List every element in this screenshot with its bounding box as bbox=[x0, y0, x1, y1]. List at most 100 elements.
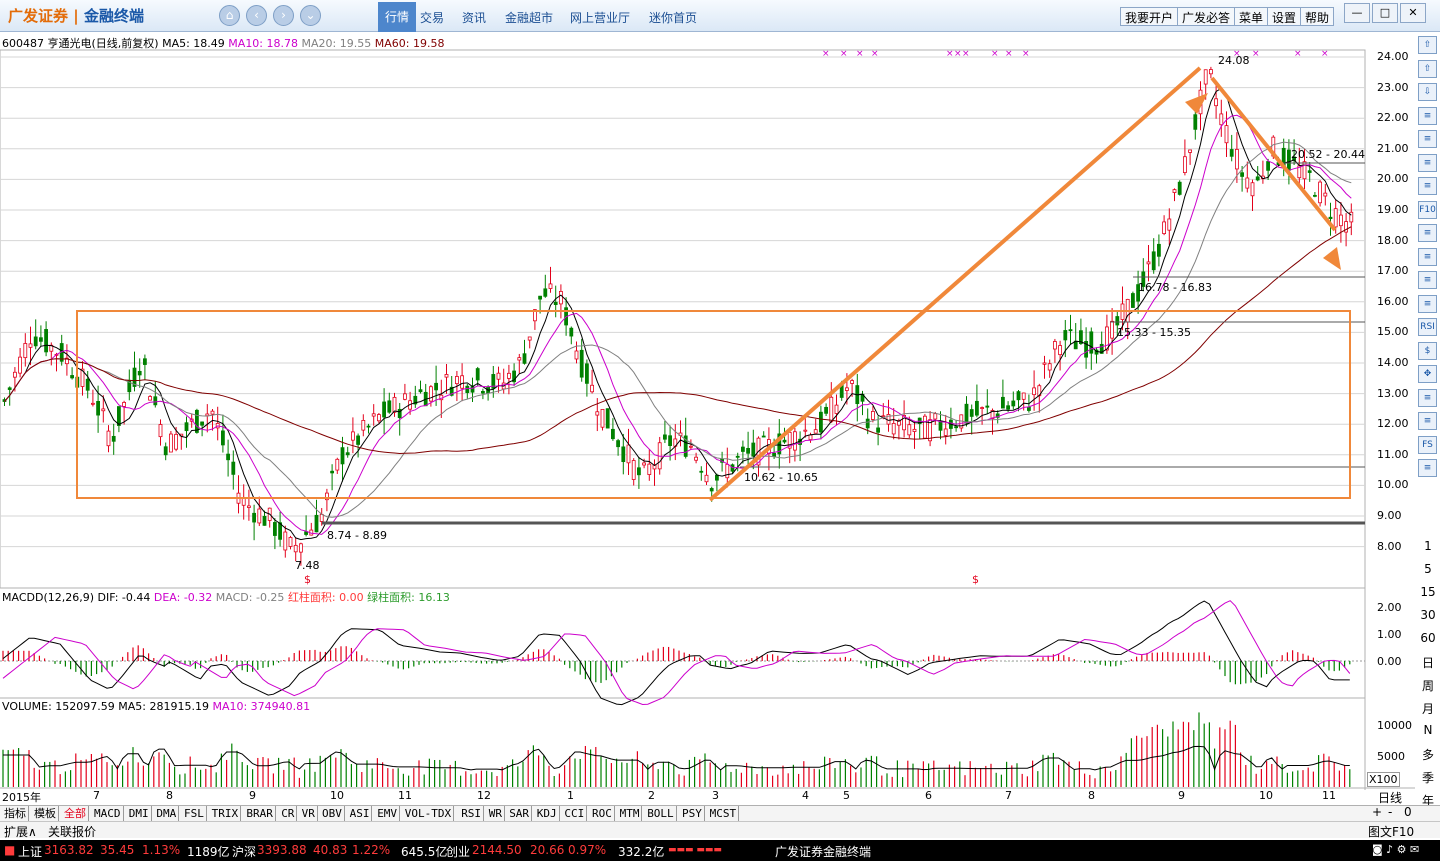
indicator-tab[interactable]: DMA bbox=[154, 806, 180, 822]
indicator-tab[interactable]: ASI bbox=[348, 806, 373, 822]
indicator-tab[interactable]: 模板 bbox=[32, 806, 59, 822]
candle-body bbox=[330, 470, 335, 474]
status-sh-label[interactable]: 上证 bbox=[18, 845, 43, 859]
back-icon[interactable]: ‹ bbox=[246, 5, 267, 26]
event-marker: × bbox=[840, 49, 848, 59]
menu-online-hall[interactable]: 网上营业厅 bbox=[570, 11, 631, 25]
side-tool-icon[interactable]: F10 bbox=[1418, 200, 1437, 219]
period-option[interactable]: 月 bbox=[1421, 702, 1434, 716]
candle-body bbox=[517, 357, 522, 361]
period-option[interactable]: 周 bbox=[1421, 679, 1434, 693]
menu-button[interactable]: 菜单 bbox=[1234, 7, 1269, 26]
indicator-tab[interactable]: WR bbox=[487, 806, 506, 822]
indicator-tab[interactable]: CR bbox=[279, 806, 298, 822]
help-button[interactable]: 帮助 bbox=[1300, 7, 1335, 26]
menu-trade[interactable]: 交易 bbox=[420, 11, 445, 25]
indicator-tab[interactable]: ROC bbox=[590, 806, 615, 822]
indicator-tab[interactable]: OBV bbox=[320, 806, 345, 822]
side-tool-icon[interactable]: ≡ bbox=[1418, 224, 1437, 242]
indicator-tab[interactable]: BRAR bbox=[244, 806, 276, 822]
forward-icon[interactable]: › bbox=[273, 5, 294, 26]
indicator-tab[interactable]: VR bbox=[300, 806, 318, 822]
candle-body bbox=[371, 413, 376, 417]
candle-body bbox=[491, 374, 496, 389]
side-tool-icon[interactable]: ⇧ bbox=[1418, 59, 1437, 78]
side-tool-icon[interactable]: $ bbox=[1418, 341, 1437, 360]
side-tool-icon[interactable]: ⇧ bbox=[1418, 36, 1437, 54]
period-option[interactable]: 5 bbox=[1424, 562, 1432, 576]
indicator-tab[interactable]: DMI bbox=[127, 806, 152, 822]
candle-body bbox=[122, 402, 126, 407]
indicator-tab[interactable]: RSI bbox=[459, 806, 485, 822]
period-option[interactable]: N bbox=[1423, 723, 1433, 737]
indicator-tab[interactable]: 指标 bbox=[2, 806, 29, 822]
more-icon[interactable]: ⌄ bbox=[300, 5, 321, 26]
period-option[interactable]: 多 bbox=[1421, 748, 1434, 762]
side-tool-icon[interactable]: ≡ bbox=[1418, 294, 1437, 313]
indicator-tab[interactable]: 全部 bbox=[62, 806, 89, 822]
side-tool-icon[interactable]: ⇩ bbox=[1418, 83, 1437, 101]
expand-button[interactable]: 扩展∧ bbox=[4, 825, 37, 839]
indicator-tab[interactable]: MACD bbox=[92, 806, 124, 822]
status-cy-label[interactable]: 创业 bbox=[446, 845, 471, 859]
indicator-tab[interactable]: VOL-TDX bbox=[403, 806, 455, 822]
candle-body bbox=[200, 421, 205, 426]
period-option[interactable]: 60 bbox=[1420, 631, 1436, 645]
side-tool-icon[interactable]: FS bbox=[1418, 435, 1437, 454]
indicator-tab[interactable]: MTM bbox=[618, 806, 643, 822]
month-tick: 7 bbox=[1005, 789, 1012, 802]
menu-fin-market[interactable]: 金融超市 bbox=[505, 11, 554, 25]
side-tool-icon[interactable]: ≡ bbox=[1418, 106, 1437, 125]
period-option[interactable]: 季 bbox=[1421, 771, 1434, 785]
open-account-button[interactable]: 我要开户 bbox=[1120, 7, 1179, 26]
period-option[interactable]: 日 bbox=[1421, 656, 1434, 670]
side-tool-icon[interactable]: ≡ bbox=[1418, 271, 1437, 289]
close-icon[interactable]: ✕ bbox=[1400, 3, 1426, 23]
indicator-tab[interactable]: BOLL bbox=[645, 806, 677, 822]
indicator-tab[interactable]: MCST bbox=[708, 806, 740, 822]
side-tool-icon[interactable]: ≡ bbox=[1418, 388, 1437, 407]
price-tick: 19.00 bbox=[1377, 203, 1409, 216]
kline-chart[interactable]: × × × × × × × × × × × × × ×$ $ bbox=[0, 32, 1440, 805]
indicator-tab[interactable]: KDJ bbox=[535, 806, 560, 822]
side-tool-icon[interactable]: ≡ bbox=[1418, 177, 1437, 195]
plus-button[interactable]: + bbox=[1372, 805, 1383, 819]
indicator-tab[interactable]: SAR bbox=[507, 806, 533, 822]
side-tool-icon[interactable]: ✥ bbox=[1418, 365, 1437, 383]
side-tool-icon[interactable]: ≡ bbox=[1418, 459, 1437, 477]
related-quote-button[interactable]: 关联报价 bbox=[48, 825, 97, 839]
indicator-tab[interactable]: FSL bbox=[182, 806, 207, 822]
candle-body bbox=[480, 390, 485, 394]
menu-mini-home[interactable]: 迷你首页 bbox=[649, 11, 698, 25]
period-option[interactable]: 30 bbox=[1420, 608, 1436, 622]
indicator-tab[interactable]: TRIX bbox=[210, 806, 242, 822]
side-tool-icon[interactable]: ≡ bbox=[1418, 247, 1437, 266]
menu-quotes[interactable]: 行情 bbox=[378, 2, 417, 32]
indicator-tab[interactable]: PSY bbox=[680, 806, 705, 822]
f10-button[interactable]: 图文F10 bbox=[1368, 825, 1415, 839]
candle-body bbox=[751, 442, 756, 457]
candle-body bbox=[1307, 170, 1312, 173]
candle-body bbox=[725, 463, 730, 479]
macd-title: MACDD(12,26,9) bbox=[2, 591, 95, 604]
status-sz-label[interactable]: 沪深 bbox=[232, 845, 257, 859]
candle-body bbox=[1006, 405, 1010, 410]
side-tool-icon[interactable]: ≡ bbox=[1418, 130, 1437, 148]
period-option[interactable]: 年 bbox=[1421, 794, 1434, 808]
menu-news[interactable]: 资讯 bbox=[462, 11, 487, 25]
status-bar: ■ 上证 3163.82 35.45 1.13% 1189亿 沪深 3393.8… bbox=[0, 840, 1440, 861]
side-tool-icon[interactable]: RSI bbox=[1418, 318, 1437, 336]
maximize-icon[interactable]: □ bbox=[1372, 3, 1398, 23]
side-tool-icon[interactable]: ≡ bbox=[1418, 412, 1437, 430]
period-option[interactable]: 15 bbox=[1420, 585, 1436, 599]
side-tool-icon[interactable]: ≡ bbox=[1418, 153, 1437, 172]
faq-button[interactable]: 广发必答 bbox=[1177, 7, 1236, 26]
minus-button[interactable]: - bbox=[1388, 805, 1393, 819]
indicator-tab[interactable]: CCI bbox=[562, 806, 588, 822]
period-option[interactable]: 1 bbox=[1424, 539, 1432, 553]
minimize-icon[interactable]: — bbox=[1344, 3, 1370, 23]
indicator-tab[interactable]: EMV bbox=[375, 806, 401, 822]
zero-button[interactable]: 0 bbox=[1404, 805, 1412, 819]
home-icon[interactable]: ⌂ bbox=[219, 5, 240, 26]
settings-button[interactable]: 设置 bbox=[1267, 7, 1302, 26]
